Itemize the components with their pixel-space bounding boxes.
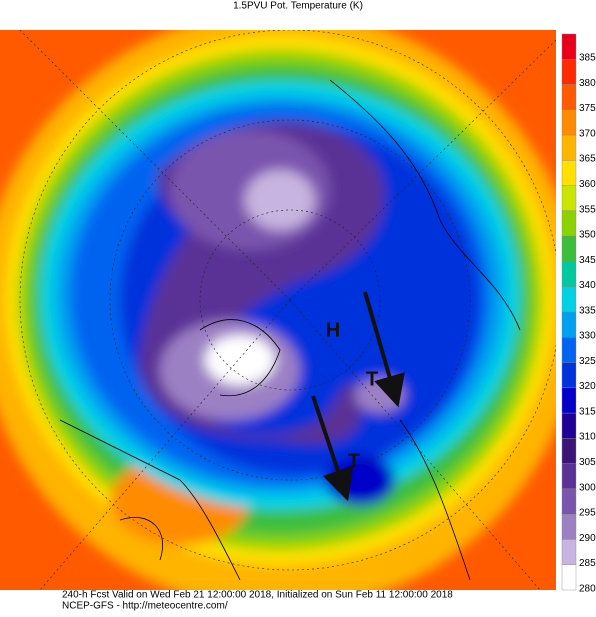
colorbar-tick-label: 365 [579,154,596,165]
colorbar-tick-label: 355 [579,204,596,215]
colorbar-segment [561,488,577,515]
colorbar-segment [561,210,577,237]
colorbar-segment [561,564,577,591]
arrows [311,291,405,502]
colorbar-tick-label: 370 [579,128,596,139]
colorbar-tick-label: 295 [579,508,596,519]
colorbar-tick-label: 280 [579,583,596,594]
colorbar-segment [561,337,577,363]
map-title: 1.5PVU Pot. Temperature (K) [233,1,363,12]
colorbar: 385 380 375 370 365 360 355 350 345 340 335 330 325 3… [561,33,596,594]
colorbar-segment [561,261,577,287]
colorbar-tick-label: 305 [579,457,596,468]
colorbar-tick-label: 385 [579,53,596,64]
colorbar-tick-label: 330 [579,331,596,342]
colorbar-segment [561,134,577,161]
colorbar-segment [561,33,577,60]
colorbar-segment [561,84,577,111]
colorbar-tick-label: 315 [579,406,596,417]
colorbar-tick-label: 290 [579,533,596,544]
colorbar-segment [561,160,577,186]
graticule [19,30,556,590]
low-label: T [366,368,378,390]
colorbar-segment [561,109,577,136]
colorbar-tick-label: 375 [579,103,596,114]
colorbar-tick-label: 380 [579,78,596,89]
colorbar-segment [561,235,577,262]
colorbar-tick-label: 350 [579,230,596,241]
colorbar-tick-label: 335 [579,305,596,316]
footer-line: NCEP-GFS - http://meteocentre.com/ [62,601,228,612]
colorbar-segment [561,513,577,540]
colorbar-tick-label: 300 [579,482,596,493]
colorbar-segment [561,463,577,490]
colorbar-segment [561,539,577,565]
coastlines [59,79,521,581]
colorbar-segment [561,311,577,338]
footer-line: 240-h Fcst Valid on Wed Feb 21 12:00:00 … [62,590,453,601]
colorbar-segment [561,412,577,439]
low-label: T [348,450,360,472]
colorbar-segment [561,387,577,414]
high-label: H [326,319,340,341]
colorbar-tick-label: 285 [579,558,596,569]
map: H T T [0,30,556,590]
colorbar-segment [561,438,577,464]
colorbar-tick-label: 340 [579,280,596,291]
colorbar-segment [561,185,577,212]
colorbar-tick-label: 320 [579,381,596,392]
colorbar-tick-label: 310 [579,432,596,443]
colorbar-segment [561,286,577,313]
colorbar-tick-label: 360 [579,179,596,190]
colorbar-segment [561,59,577,85]
colorbar-tick-label: 345 [579,255,596,266]
colorbar-tick-label: 325 [579,356,596,367]
colorbar-segment [561,362,577,389]
